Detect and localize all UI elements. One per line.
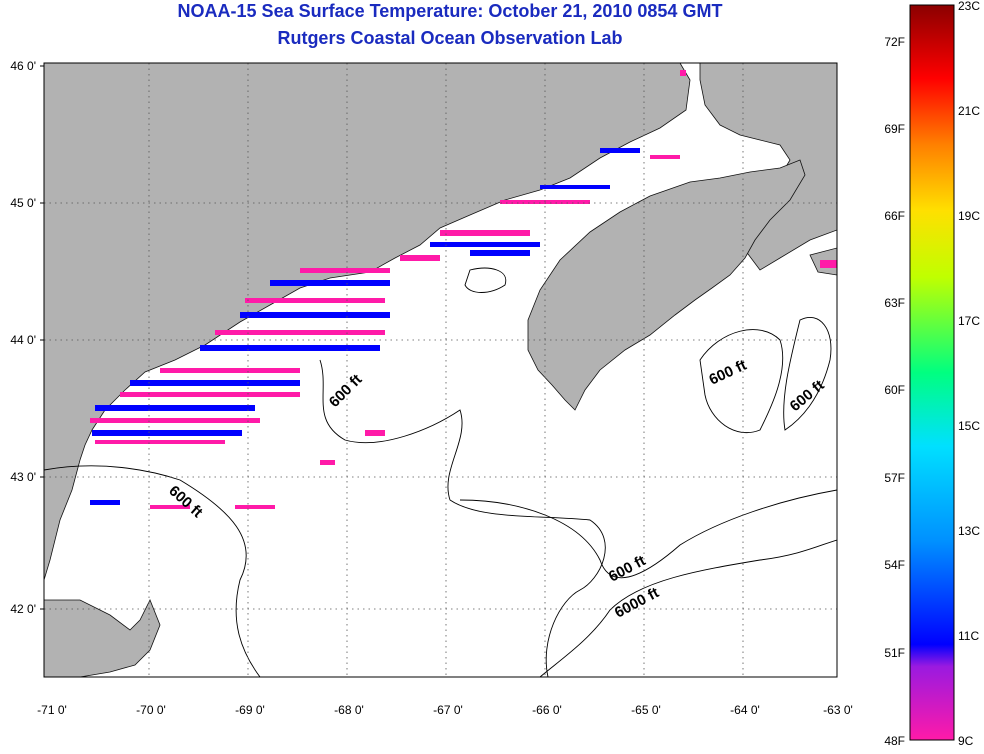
lon-label-65: -65 0' [631, 703, 661, 717]
sst-data-swaths [90, 70, 837, 509]
svg-text:69F: 69F [884, 122, 905, 136]
svg-text:63F: 63F [884, 296, 905, 310]
lon-label-63: -63 0' [823, 703, 853, 717]
map-title: NOAA-15 Sea Surface Temperature: October… [177, 1, 723, 21]
lat-label-45: 45 0' [10, 196, 36, 210]
svg-text:9C: 9C [958, 734, 974, 748]
svg-text:17C: 17C [958, 314, 980, 328]
svg-text:54F: 54F [884, 558, 905, 572]
lon-label-70: -70 0' [136, 703, 166, 717]
svg-text:13C: 13C [958, 524, 980, 538]
svg-text:60F: 60F [884, 383, 905, 397]
map-subtitle: Rutgers Coastal Ocean Observation Lab [277, 28, 623, 48]
land-nova-scotia [527, 159, 806, 411]
lat-label-46: 46 0' [10, 59, 36, 73]
svg-text:48F: 48F [884, 734, 905, 748]
svg-text:19C: 19C [958, 209, 980, 223]
lat-label-42: 42 0' [10, 602, 36, 616]
svg-text:21C: 21C [958, 104, 980, 118]
svg-text:57F: 57F [884, 471, 905, 485]
lon-label-68: -68 0' [334, 703, 364, 717]
map-frame [43, 62, 838, 678]
svg-text:11C: 11C [958, 629, 979, 643]
lon-label-71: -71 0' [37, 703, 67, 717]
land-cape-cod [44, 599, 161, 677]
lat-label-43: 43 0' [10, 470, 36, 484]
lon-label-66: -66 0' [532, 703, 562, 717]
svg-text:15C: 15C [958, 419, 980, 433]
svg-text:23C: 23C [958, 0, 980, 13]
svg-text:51F: 51F [884, 646, 905, 660]
colorbar-f-labels: 72F 69F 66F 63F 60F 57F 54F 51F 48F [884, 35, 905, 748]
svg-text:66F: 66F [884, 209, 905, 223]
lat-label-44: 44 0' [10, 333, 36, 347]
depth-contours [44, 267, 837, 677]
lon-label-67: -67 0' [433, 703, 463, 717]
lon-label-64: -64 0' [730, 703, 760, 717]
graticule [44, 63, 837, 677]
svg-text:72F: 72F [884, 35, 905, 49]
lon-label-69: -69 0' [235, 703, 265, 717]
colorbar-c-labels: 23C 21C 19C 17C 15C 13C 11C 9C [958, 0, 980, 748]
colorbar [909, 4, 955, 741]
lat-axis [40, 65, 44, 610]
